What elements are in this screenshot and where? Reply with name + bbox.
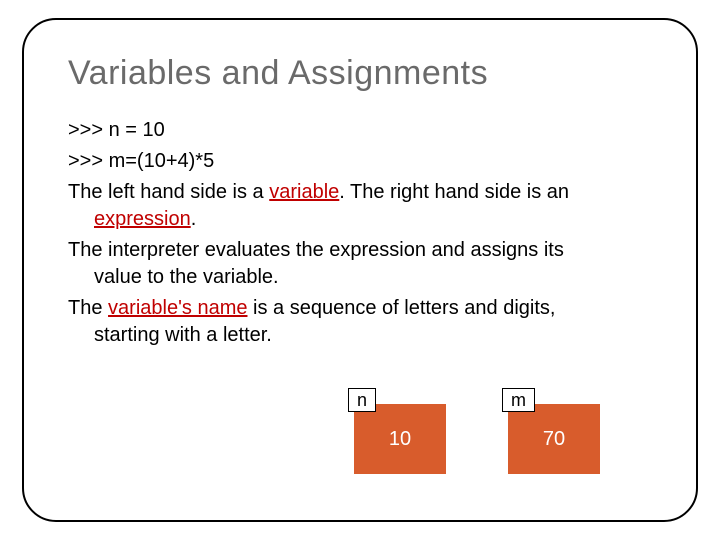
para3-text-a: The (68, 297, 108, 319)
paragraph-2: The interpreter evaluates the expression… (68, 237, 652, 291)
para1-indent: expression. (94, 208, 196, 230)
var-value-m: 70 (508, 404, 600, 474)
slide-body: >>> n = 10 >>> m=(10+4)*5 The left hand … (68, 117, 652, 349)
code-line-1: >>> n = 10 (68, 117, 652, 144)
slide: Variables and Assignments >>> n = 10 >>>… (0, 0, 720, 540)
variable-box-m: m 70 (508, 392, 600, 474)
variable-box-n: n 10 (354, 392, 446, 474)
paragraph-1: The left hand side is a variable. The ri… (68, 179, 652, 233)
term-variable: variable (269, 181, 339, 203)
slide-title: Variables and Assignments (68, 54, 652, 93)
slide-frame: Variables and Assignments >>> n = 10 >>>… (22, 18, 698, 522)
var-value-n: 10 (354, 404, 446, 474)
para2-indent: value to the variable. (94, 266, 279, 288)
term-variable-name: variable's name (108, 297, 247, 319)
code-line-2: >>> m=(10+4)*5 (68, 148, 652, 175)
term-expression: expression (94, 208, 191, 230)
var-label-n: n (348, 388, 376, 412)
variable-boxes: n 10 m 70 (354, 392, 600, 474)
paragraph-3: The variable's name is a sequence of let… (68, 295, 652, 349)
var-label-m: m (502, 388, 535, 412)
para1-text-b: . The right hand side is an (339, 181, 569, 203)
para3-indent: starting with a letter. (94, 324, 272, 346)
para3-text-b: is a sequence of letters and digits, (247, 297, 555, 319)
para1-text-a: The left hand side is a (68, 181, 269, 203)
para1-text-c: . (191, 208, 197, 230)
